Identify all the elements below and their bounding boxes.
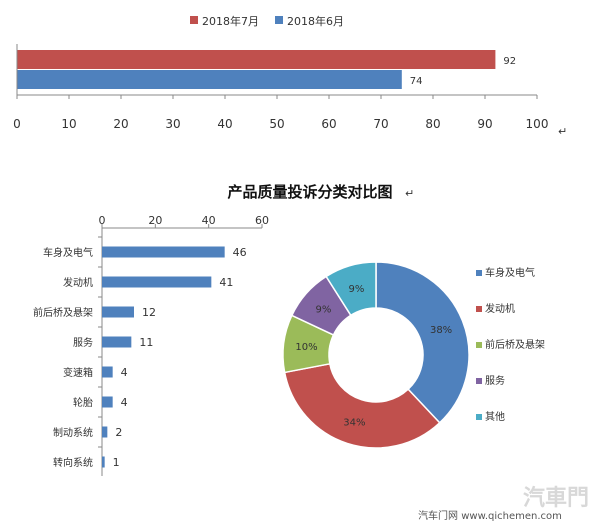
donut-slice (283, 362, 441, 449)
category-label: 车身及电气 (43, 246, 93, 259)
bar (102, 396, 113, 408)
donut-slice (375, 261, 470, 424)
legend-swatch (476, 342, 482, 348)
slice-label: 38% (430, 325, 452, 336)
legend-swatch (476, 270, 482, 276)
tick-label: 40 (202, 214, 216, 227)
data-label: 92 (503, 56, 516, 67)
legend-label: 服务 (485, 374, 505, 387)
top-comparison-chart: 2018年7月 2018年6月 92 74 0 10 20 30 40 50 60 70 80 90 100 (13, 14, 548, 131)
tick-label: 80 (425, 117, 440, 131)
legend-swatch (275, 16, 283, 24)
bar (102, 366, 113, 378)
tick-label: 40 (217, 117, 232, 131)
legend-swatch (190, 16, 198, 24)
bar (102, 246, 225, 258)
tick-label: 0 (13, 117, 21, 131)
data-label: 41 (219, 276, 233, 289)
legend-label: 2018年7月 (202, 14, 259, 28)
tick-label: 60 (255, 214, 269, 227)
category-label: 轮胎 (73, 396, 93, 409)
tick-label: 0 (99, 214, 106, 227)
legend-label: 发动机 (485, 302, 515, 315)
paragraph-mark: ↵ (558, 125, 567, 138)
bar (102, 426, 108, 438)
bar (17, 70, 402, 89)
legend-label: 其他 (485, 410, 505, 423)
legend-swatch (476, 414, 482, 420)
bar (102, 306, 134, 318)
slice-label: 9% (316, 305, 332, 316)
legend-label: 2018年6月 (287, 14, 344, 28)
tick-label: 50 (269, 117, 284, 131)
tick-label: 30 (165, 117, 180, 131)
data-label: 74 (410, 76, 423, 87)
category-label: 前后桥及悬架 (33, 306, 93, 319)
category-label: 转向系统 (53, 456, 93, 469)
slice-label: 9% (349, 284, 365, 295)
title-paragraph-mark: ↵ (405, 187, 414, 200)
watermark-site: 汽车门网 www.qichemen.com (418, 509, 562, 522)
category-label: 发动机 (63, 276, 93, 289)
watermark-logo: 汽車門 (523, 485, 589, 511)
data-label: 4 (121, 396, 128, 409)
chart-title: 产品质量投诉分类对比图 (227, 183, 392, 201)
legend-label: 前后桥及悬架 (485, 338, 545, 351)
category-label: 变速箱 (63, 366, 93, 379)
data-label: 4 (121, 366, 128, 379)
legend-label: 车身及电气 (485, 266, 535, 279)
category-label: 服务 (73, 336, 93, 349)
legend-swatch (476, 378, 482, 384)
slice-label: 34% (343, 418, 365, 429)
tick-label: 90 (477, 117, 492, 131)
category-label: 制动系统 (53, 426, 93, 439)
tick-label: 70 (373, 117, 388, 131)
donut-slice (325, 261, 377, 317)
tick-label: 10 (61, 117, 76, 131)
tick-label: 20 (113, 117, 128, 131)
slice-label: 10% (295, 342, 317, 353)
tick-label: 20 (148, 214, 162, 227)
data-label: 11 (139, 336, 153, 349)
data-label: 46 (233, 246, 247, 259)
bar (102, 456, 105, 468)
data-label: 2 (115, 426, 122, 439)
tick-label: 60 (321, 117, 336, 131)
tick-label: 100 (526, 117, 549, 131)
data-label: 12 (142, 306, 156, 319)
bar (102, 276, 212, 288)
data-label: 1 (113, 456, 120, 469)
legend-swatch (476, 306, 482, 312)
bar (102, 336, 132, 348)
bar (17, 50, 496, 69)
watermark: 汽車門 汽车门网 www.qichemen.com (418, 485, 589, 522)
